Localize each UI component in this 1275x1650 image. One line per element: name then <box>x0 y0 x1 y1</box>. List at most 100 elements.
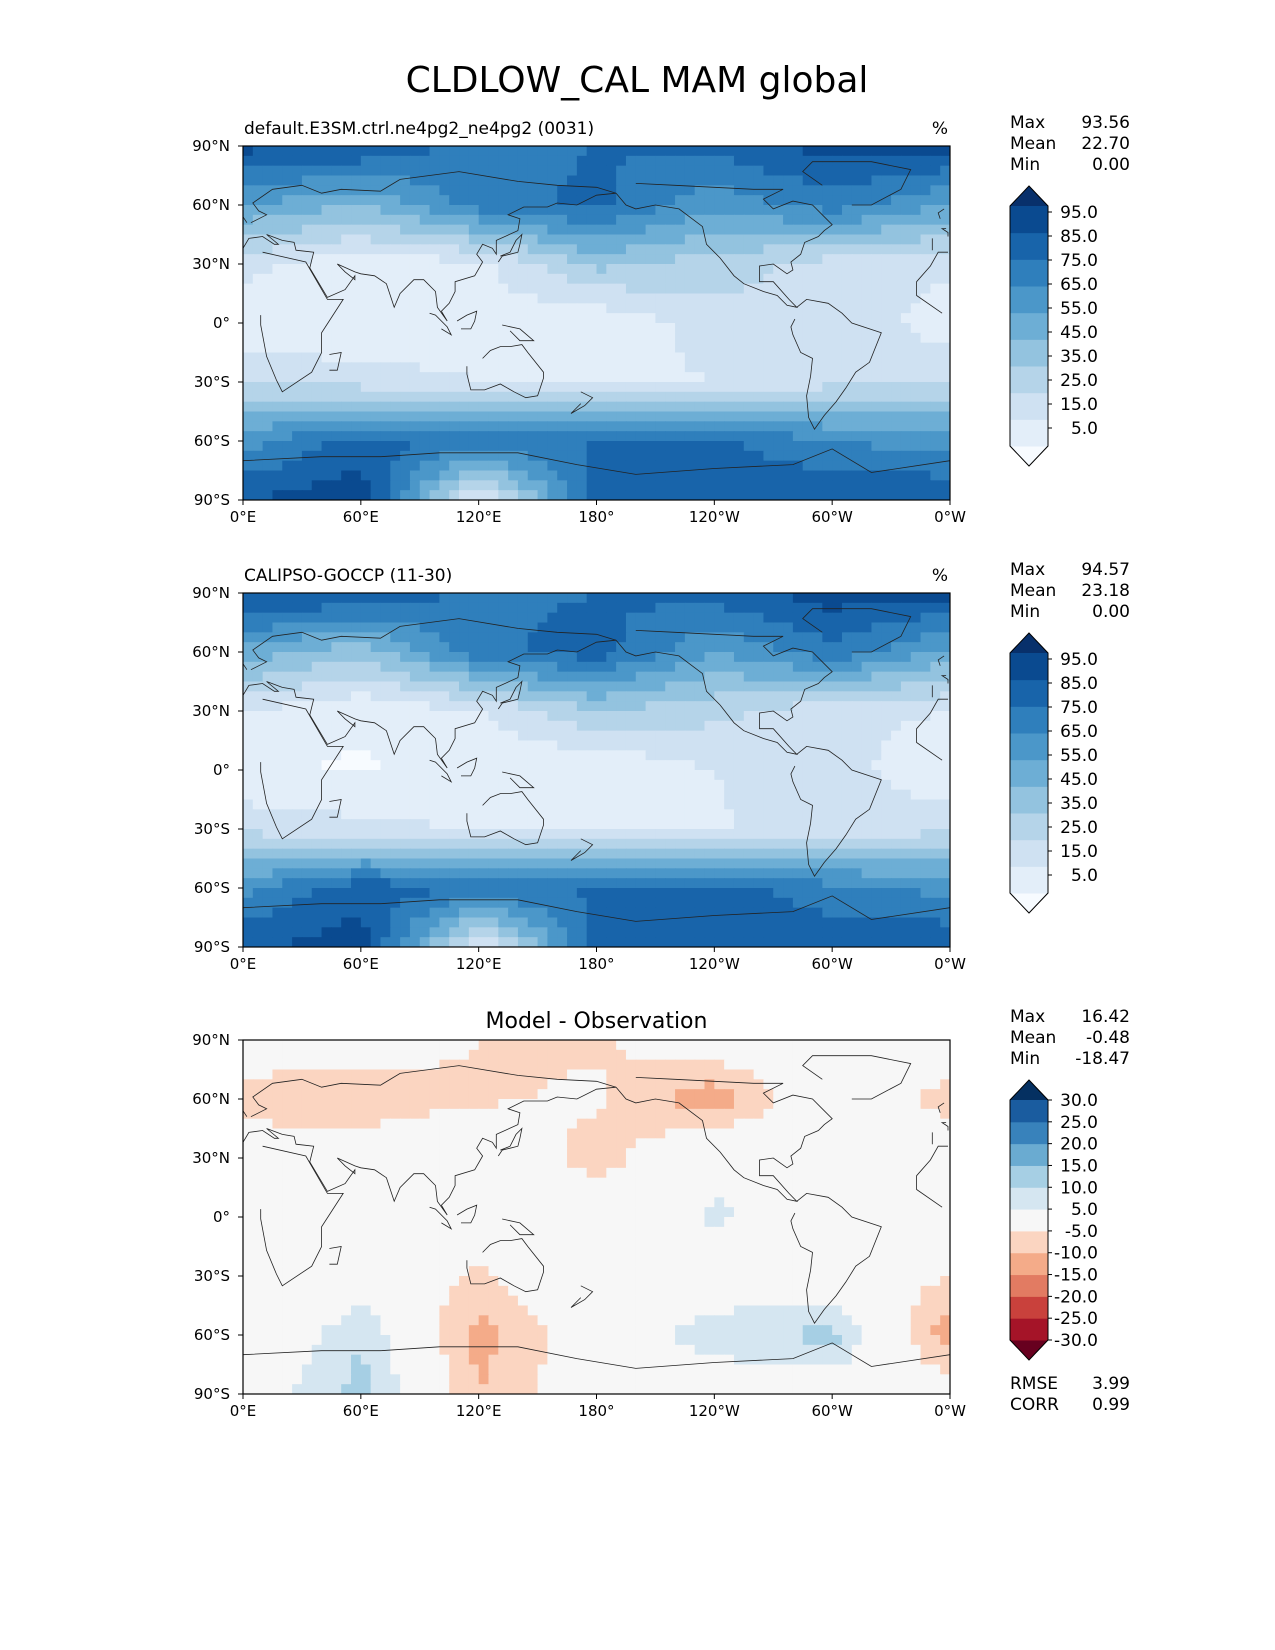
field-cell <box>390 593 401 604</box>
field-cell <box>449 195 460 206</box>
field-cell <box>576 809 588 820</box>
field-cell <box>871 205 882 216</box>
field-cell <box>891 391 902 403</box>
field-cell <box>694 264 706 275</box>
field-cell <box>753 730 765 742</box>
field-cell <box>537 244 548 255</box>
field-cell <box>272 264 283 275</box>
field-cell <box>576 382 588 393</box>
field-cell <box>400 770 411 781</box>
field-cell <box>655 214 666 226</box>
field-cell <box>665 283 676 295</box>
colorbar-tick-label: 25.0 <box>1060 371 1098 391</box>
field-cell <box>645 730 657 742</box>
field-cell <box>331 264 342 275</box>
field-cell <box>832 681 843 692</box>
field-cell <box>576 293 588 304</box>
field-cell <box>724 701 735 712</box>
field-cell <box>753 352 765 363</box>
field-cell <box>763 661 774 673</box>
field-cell <box>468 185 480 196</box>
field-cell <box>498 480 509 491</box>
field-cell <box>478 701 490 712</box>
field-cell <box>252 907 264 919</box>
field-cell <box>841 332 853 344</box>
field-cell <box>321 421 332 432</box>
field-cell <box>694 421 706 432</box>
field-cell <box>360 214 372 226</box>
field-cell <box>783 632 794 643</box>
field-cell <box>714 779 725 791</box>
field-cell <box>243 352 254 363</box>
field-cell <box>606 155 617 167</box>
field-cell <box>488 593 499 604</box>
field-cell <box>881 691 892 702</box>
field-cell <box>812 809 823 820</box>
field-cell <box>380 868 391 879</box>
field-cell <box>262 470 274 481</box>
field-cell <box>370 273 382 285</box>
field-cell <box>655 323 666 334</box>
colorbar-tick-label: 85.0 <box>1060 227 1098 247</box>
field-cell <box>743 632 755 643</box>
field-cell <box>645 165 657 177</box>
field-cell <box>851 214 863 226</box>
field-cell <box>606 750 617 761</box>
field-cell <box>459 868 470 879</box>
field-cell <box>517 602 529 614</box>
y-tick-label: 30°S <box>194 373 230 391</box>
field-cell <box>390 244 401 255</box>
field-cell <box>743 681 755 692</box>
field-cell <box>429 214 440 226</box>
field-cell <box>743 799 755 810</box>
field-cell <box>557 332 568 344</box>
field-cell <box>861 652 873 663</box>
field-cell <box>537 342 548 354</box>
field-cell <box>262 372 274 383</box>
field-cell <box>243 214 254 226</box>
field-cell <box>459 224 470 236</box>
field-cell <box>684 848 696 860</box>
field-cell <box>292 622 303 633</box>
field-cell <box>449 888 460 899</box>
field-cell <box>920 470 931 481</box>
field-cell <box>527 730 539 742</box>
field-cell <box>468 431 480 442</box>
field-cell <box>576 313 588 324</box>
field-cell <box>724 750 735 761</box>
field-cell <box>576 681 588 692</box>
field-cell <box>812 214 823 226</box>
field-cell <box>419 273 431 285</box>
field-cell <box>576 652 588 663</box>
field-cell <box>635 273 647 285</box>
field-cell <box>930 671 941 683</box>
field-cell <box>488 214 499 226</box>
field-cell <box>341 155 352 167</box>
field-cell <box>930 740 941 751</box>
field-cell <box>292 642 303 653</box>
field-cell <box>694 480 706 491</box>
field-cell <box>380 155 391 167</box>
field-cell <box>586 224 598 236</box>
field-cell <box>802 332 814 344</box>
field-cell <box>684 155 696 167</box>
field-cell <box>861 372 873 383</box>
field-cell <box>439 421 450 432</box>
field-cell <box>429 671 440 683</box>
field-cell <box>724 480 735 491</box>
field-cell <box>331 382 342 393</box>
field-cell <box>292 799 303 810</box>
field-cell <box>625 829 637 840</box>
field-cell <box>567 878 578 889</box>
field-cell <box>478 372 490 383</box>
field-cell <box>380 681 391 692</box>
field-cell <box>625 401 637 413</box>
field-cell <box>714 352 725 363</box>
field-cell <box>783 799 794 810</box>
field-cell <box>576 490 588 500</box>
field-cell <box>360 175 372 186</box>
field-cell <box>262 888 274 899</box>
field-cell <box>891 701 902 712</box>
field-cell <box>488 411 499 422</box>
field-cell <box>331 273 342 285</box>
